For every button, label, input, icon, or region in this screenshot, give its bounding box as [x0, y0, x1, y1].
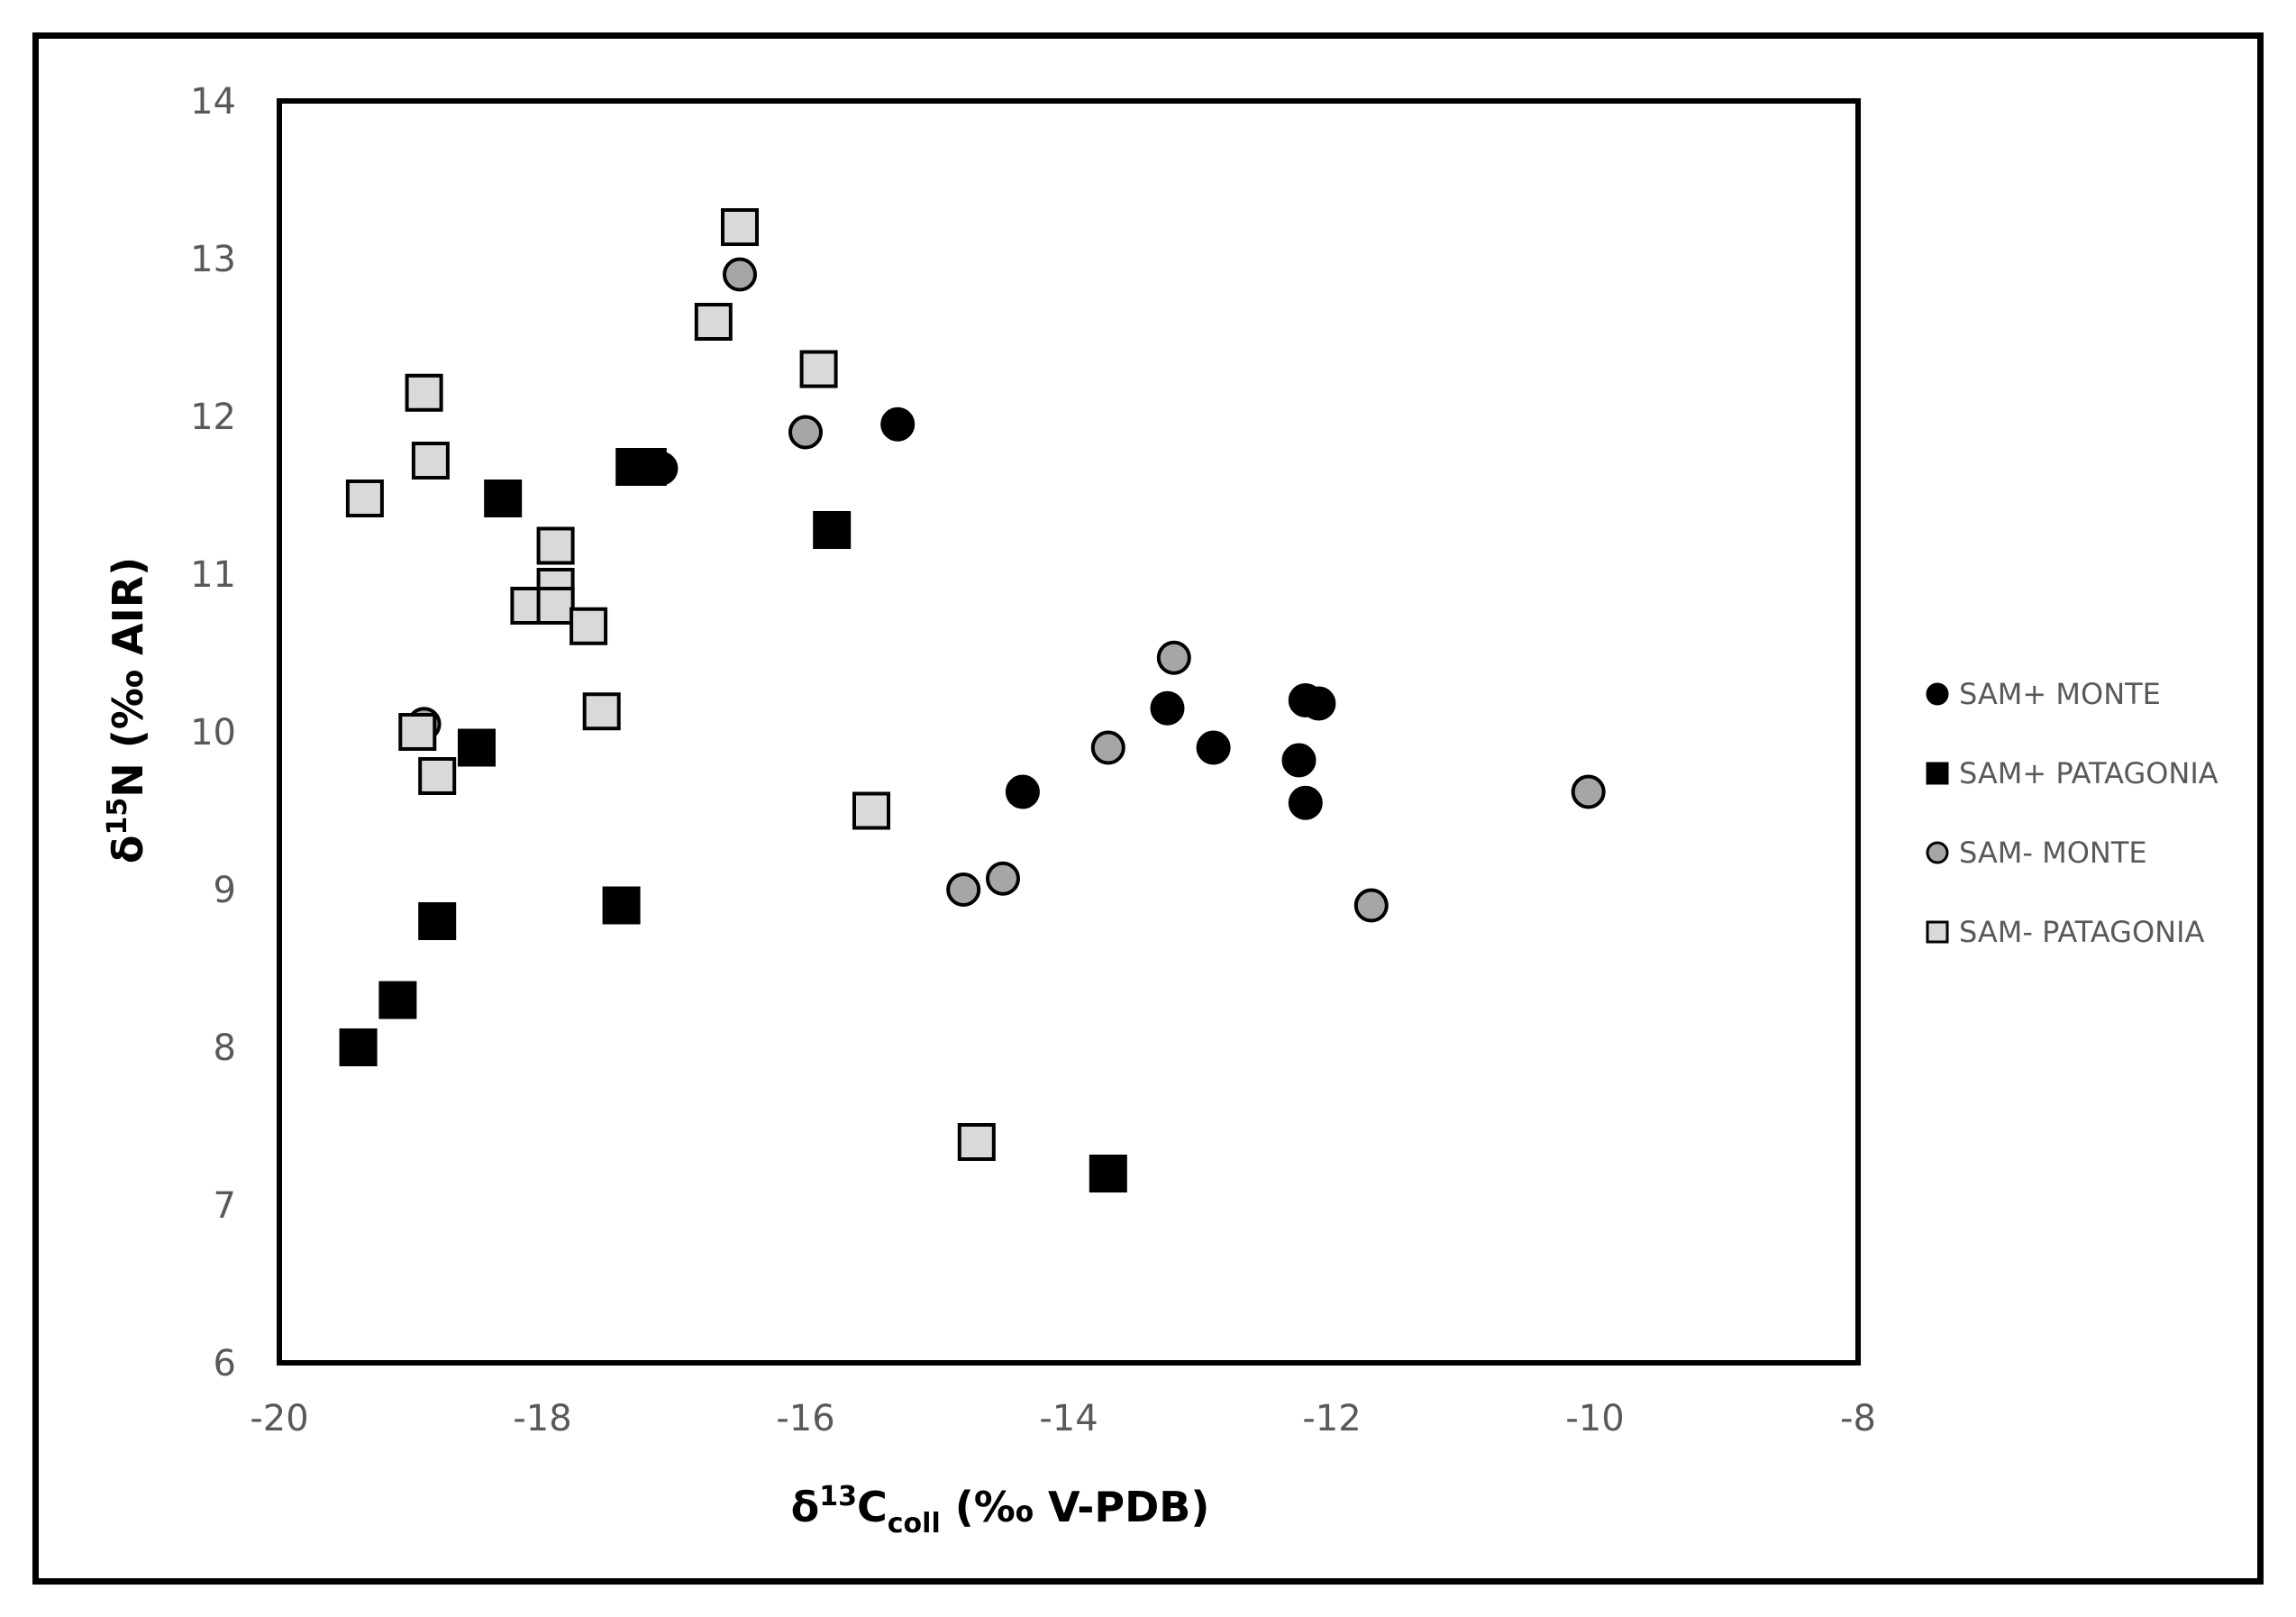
legend-label-sam-patagonia: SAM+ PATAGONIA	[1959, 756, 2219, 790]
point-sam-patagonia	[628, 448, 667, 486]
x-axis-title: δ13Ccoll (‰ V-PDB)	[791, 1481, 1210, 1539]
x-axis-title-prefix: δ	[791, 1483, 820, 1531]
point-sam-patagonia	[799, 350, 838, 388]
y-tick-label: 14	[190, 81, 236, 123]
plot-area	[277, 98, 1861, 1366]
x-tick-label: -10	[1565, 1398, 1624, 1439]
point-sam-monte	[1156, 640, 1191, 675]
legend-marker-sam-patagonia	[1926, 762, 1949, 785]
point-sam-patagonia	[411, 442, 450, 480]
point-sam-monte	[1301, 686, 1336, 721]
legend: SAM+ MONTE SAM+ PATAGONIA SAM- MONTE SAM- P…	[1926, 677, 2219, 949]
y-tick-label: 9	[214, 870, 236, 911]
point-sam-patagonia	[536, 587, 575, 625]
legend-marker-sam-monte	[1926, 841, 1949, 864]
point-sam-patagonia	[398, 713, 437, 751]
x-tick-label: -12	[1302, 1398, 1361, 1439]
point-sam-monte	[1288, 785, 1323, 820]
x-tick-label: -14	[1039, 1398, 1098, 1439]
x-tick-label: -18	[513, 1398, 571, 1439]
y-tick-label: 8	[214, 1028, 236, 1069]
y-tick-label: 13	[190, 239, 236, 280]
point-sam-patagonia	[569, 607, 608, 645]
legend-label-sam-monte: SAM+ MONTE	[1959, 677, 2161, 711]
point-sam-patagonia	[957, 1123, 996, 1161]
point-sam-monte	[1281, 743, 1317, 778]
point-sam-patagonia	[418, 757, 457, 795]
x-tick-label: -20	[250, 1398, 308, 1439]
point-sam-patagonia	[721, 208, 759, 246]
y-tick-label: 6	[214, 1343, 236, 1384]
y-axis-title-suffix: (‰ AIR)	[104, 557, 152, 763]
point-sam-monte	[946, 872, 981, 907]
point-sam-patagonia	[694, 303, 733, 341]
x-tick-label: -8	[1840, 1398, 1876, 1439]
point-sam-patagonia	[405, 373, 443, 412]
y-tick-label: 10	[190, 712, 236, 754]
x-axis-title-sub: coll	[888, 1508, 941, 1539]
legend-label-sam-patagonia: SAM- PATAGONIA	[1959, 915, 2205, 949]
point-sam-monte	[880, 407, 916, 442]
point-sam-monte	[1571, 774, 1606, 809]
y-tick-label: 11	[190, 554, 236, 596]
y-tick-label: 7	[214, 1185, 236, 1227]
point-sam-patagonia	[458, 728, 496, 767]
point-sam-monte	[1005, 774, 1040, 809]
point-sam-patagonia	[484, 480, 523, 517]
point-sam-monte	[1150, 690, 1185, 726]
point-sam-monte	[1353, 888, 1389, 923]
y-axis-title: δ15N (‰ AIR)	[102, 557, 152, 863]
point-sam-patagonia	[602, 886, 641, 925]
point-sam-monte	[788, 415, 823, 450]
point-sam-monte	[1196, 730, 1231, 765]
point-sam-patagonia	[1089, 1155, 1127, 1192]
data-points	[339, 208, 1606, 1192]
point-sam-patagonia	[345, 480, 384, 517]
point-sam-monte	[1090, 730, 1125, 765]
point-sam-patagonia	[339, 1028, 378, 1066]
legend-marker-sam-patagonia	[1926, 920, 1949, 944]
y-axis-title-sup: 15	[102, 798, 133, 836]
x-axis-ticks: -20 -18 -16 -14 -12 -10 -8	[250, 1398, 1876, 1439]
legend-marker-sam-monte	[1926, 682, 1949, 706]
y-tick-label: 12	[190, 397, 236, 438]
x-axis-title-suffix: (‰ V-PDB)	[941, 1483, 1210, 1531]
point-sam-monte	[723, 257, 757, 292]
y-axis-title-main: N	[104, 763, 152, 798]
point-sam-patagonia	[378, 981, 417, 1019]
point-sam-patagonia	[813, 511, 852, 549]
point-sam-monte	[986, 861, 1020, 896]
y-axis-ticks: 6 7 8 9 10 11 12 13 14	[190, 81, 236, 1384]
point-sam-patagonia	[852, 791, 890, 830]
point-sam-patagonia	[418, 902, 457, 940]
point-sam-patagonia	[536, 526, 575, 565]
x-axis-title-sup: 13	[819, 1481, 857, 1512]
point-sam-patagonia	[582, 692, 621, 731]
legend-label-sam-monte: SAM- MONTE	[1959, 836, 2147, 870]
x-axis-title-main: C	[857, 1483, 888, 1531]
y-axis-title-prefix: δ	[104, 836, 152, 864]
x-tick-label: -16	[776, 1398, 834, 1439]
